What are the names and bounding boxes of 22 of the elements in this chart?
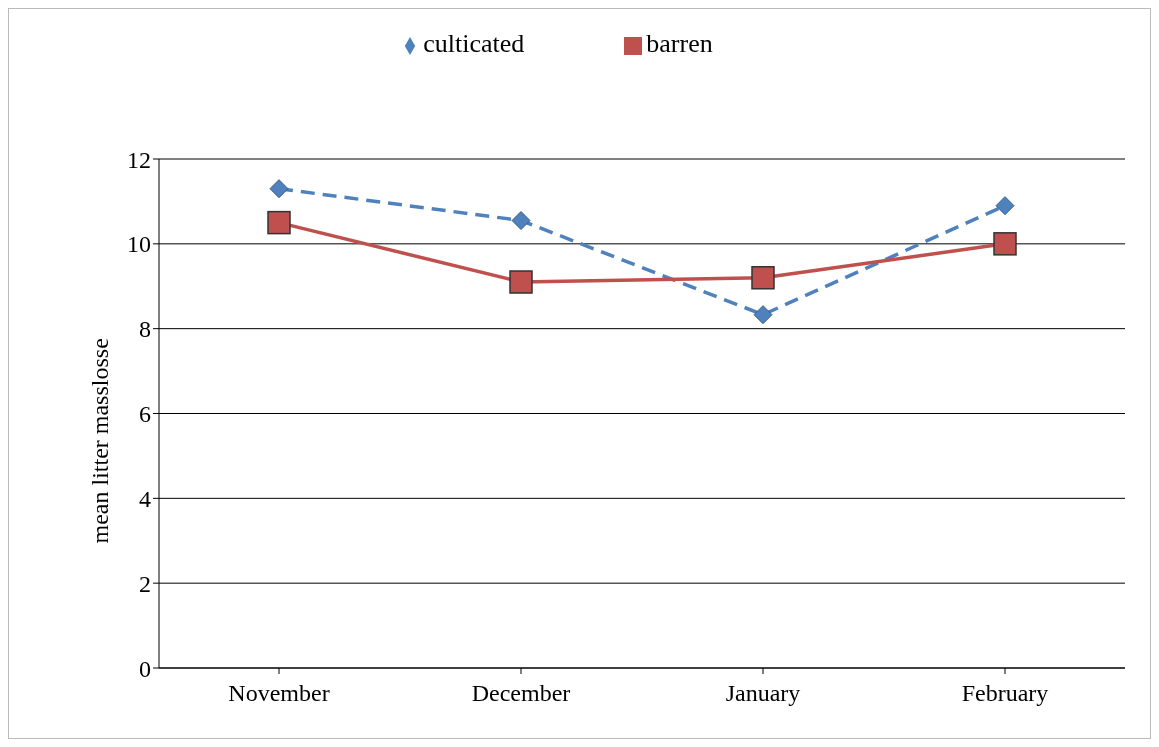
y-tick-label: 4	[139, 485, 151, 512]
x-tick-label: January	[725, 680, 801, 707]
y-tick-label: 12	[127, 146, 151, 173]
point	[267, 210, 291, 235]
point	[511, 211, 531, 230]
y-tick-label: 0	[139, 655, 151, 682]
y-tick-label: 10	[127, 231, 151, 258]
y-tick-label: 8	[139, 316, 151, 343]
point	[751, 266, 775, 290]
point	[993, 232, 1017, 256]
point	[753, 305, 773, 325]
y-tick-label: 2	[139, 570, 151, 597]
point	[509, 270, 533, 294]
x-tick-label: November	[228, 680, 330, 707]
y-tick-label: 6	[139, 401, 151, 428]
legend-label: barren	[646, 29, 713, 58]
point	[269, 179, 289, 199]
point	[995, 196, 1015, 216]
legend-label: culticated	[423, 29, 525, 58]
y-axis-title: mean litter masslosse	[86, 338, 113, 544]
x-tick-label: February	[961, 680, 1049, 707]
x-tick-label: December	[471, 680, 571, 707]
